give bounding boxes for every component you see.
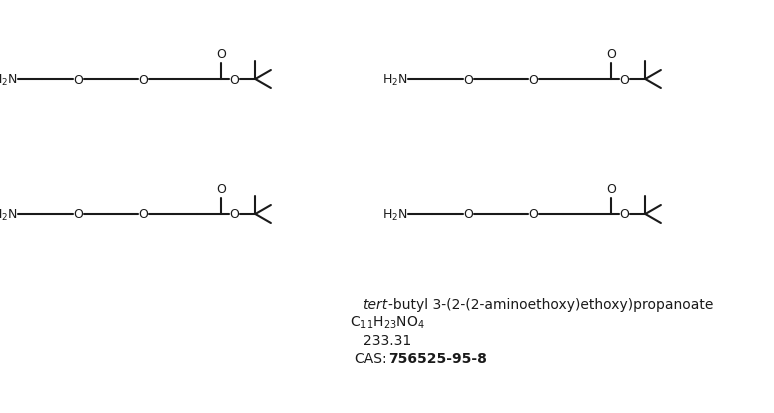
Text: O: O <box>463 74 473 86</box>
Text: H$_2$N: H$_2$N <box>0 72 18 87</box>
Text: 756525-95-8: 756525-95-8 <box>388 351 487 365</box>
Text: O: O <box>216 48 226 61</box>
Text: H$_2$N: H$_2$N <box>382 72 408 87</box>
Text: O: O <box>229 74 239 86</box>
Text: O: O <box>216 183 226 195</box>
Text: C$_{11}$H$_{23}$NO$_{4}$: C$_{11}$H$_{23}$NO$_{4}$ <box>350 314 424 330</box>
Text: O: O <box>139 208 149 221</box>
Text: CAS:: CAS: <box>354 351 387 365</box>
Text: tert: tert <box>361 297 387 311</box>
Text: O: O <box>73 208 83 221</box>
Text: H$_2$N: H$_2$N <box>0 207 18 222</box>
Text: -butyl 3-(2-(2-aminoethoxy)ethoxy)propanoate: -butyl 3-(2-(2-aminoethoxy)ethoxy)propan… <box>388 297 714 311</box>
Text: O: O <box>73 74 83 86</box>
Text: O: O <box>619 208 629 221</box>
Text: 233.31: 233.31 <box>363 333 411 347</box>
Text: O: O <box>529 74 539 86</box>
Text: O: O <box>529 208 539 221</box>
Text: O: O <box>619 74 629 86</box>
Text: O: O <box>139 74 149 86</box>
Text: O: O <box>463 208 473 221</box>
Text: O: O <box>606 183 616 195</box>
Text: O: O <box>606 48 616 61</box>
Text: O: O <box>229 208 239 221</box>
Text: H$_2$N: H$_2$N <box>382 207 408 222</box>
